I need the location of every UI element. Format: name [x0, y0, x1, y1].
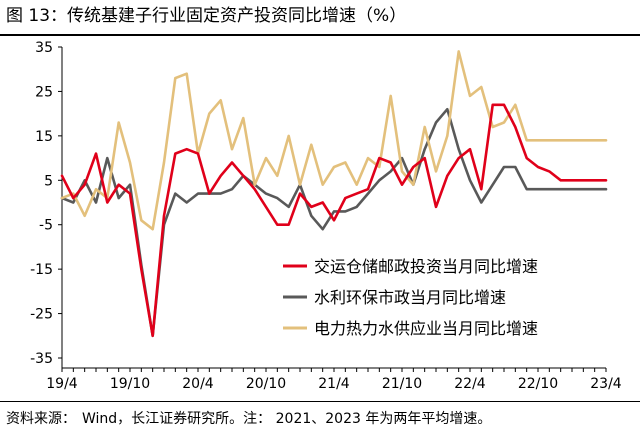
y-tick-label: 35 — [35, 40, 53, 56]
series-lines — [60, 50, 608, 338]
y-tick-label: -5 — [39, 218, 53, 234]
line-chart: 35 25 15 5 -5 -15 -25 -35 19/4 19/10 20/4 20/10 21/… — [30, 40, 622, 392]
top-rule — [0, 34, 640, 36]
source-note: 资料来源： Wind，长江证券研究所。注： 2021、2023 年为两年平均增速。 — [6, 409, 497, 429]
x-tick-label: 21/10 — [382, 376, 422, 392]
legend-label-1: 交运仓储邮政投资当月同比增速 — [314, 257, 538, 276]
legend-label-2: 水利环保市政当月同比增速 — [314, 288, 506, 307]
source-label: 资料来源： — [6, 411, 76, 427]
y-tick-label: 5 — [44, 173, 53, 189]
x-tick-label: 19/4 — [46, 376, 78, 392]
y-tick-label: -15 — [30, 262, 53, 278]
y-tick-label: -35 — [30, 351, 53, 367]
x-tick-label: 20/4 — [182, 376, 214, 392]
legend-label-3: 电力热力水供应业当月同比增速 — [314, 319, 538, 338]
series-line-1 — [60, 103, 608, 338]
source-text: Wind，长江证券研究所。注： 2021、2023 年为两年平均增速。 — [82, 411, 492, 427]
y-tick-label: 15 — [35, 129, 53, 145]
bottom-rule — [0, 401, 640, 402]
x-tick-label: 20/10 — [246, 376, 286, 392]
x-tick-label: 19/10 — [110, 376, 150, 392]
x-tick-label: 22/4 — [454, 376, 486, 392]
x-tick-label: 22/10 — [518, 376, 558, 392]
y-tick-label: -25 — [30, 307, 53, 323]
series-line-3 — [60, 50, 608, 231]
x-axis: 19/4 19/10 20/4 20/10 21/4 21/10 22/4 22/10 23/4 — [46, 367, 622, 392]
x-tick-label: 23/4 — [590, 376, 622, 392]
figure-title: 图 13：传统基建子行业固定资产投资同比增速（%） — [6, 6, 407, 26]
x-tick-label: 21/4 — [318, 376, 350, 392]
y-axis: 35 25 15 5 -5 -15 -25 -35 — [30, 40, 63, 368]
y-tick-label: 25 — [35, 84, 53, 100]
